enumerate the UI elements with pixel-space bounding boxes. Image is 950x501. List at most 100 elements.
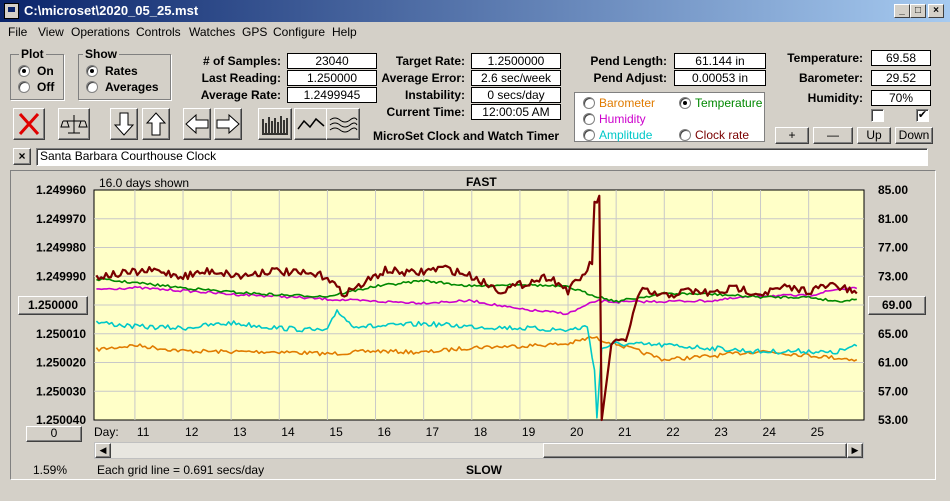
channel-amplitude-radio[interactable]: [583, 129, 595, 141]
menu-configure[interactable]: Configure: [273, 25, 326, 39]
balance-scale-icon: [60, 115, 88, 134]
time-scrollbar[interactable]: ◀ ▶: [94, 442, 864, 459]
x-tick-label: 20: [570, 425, 584, 439]
last-reading-value: 1.250000: [287, 70, 377, 86]
average-rate-label: Average Rate:: [200, 88, 281, 102]
y-left-tick-label: 1.250030: [36, 384, 86, 398]
right-axis-button[interactable]: 69.00: [868, 296, 926, 315]
instability-value: 0 secs/day: [471, 87, 561, 103]
barometer-label: Barometer:: [798, 71, 863, 85]
instability-label: Instability:: [404, 88, 465, 102]
left-axis-button[interactable]: 1.250000: [18, 296, 88, 315]
menu-gps[interactable]: GPS: [242, 25, 268, 39]
humidity-label: Humidity:: [807, 91, 863, 105]
right-arrow-button[interactable]: [214, 108, 242, 140]
x-tick-label: 11: [137, 425, 150, 439]
x-tick-label: 13: [233, 425, 247, 439]
channel-clock-rate-label: Clock rate: [695, 128, 750, 142]
y-right-tick-label: 57.00: [878, 384, 908, 398]
menu-file[interactable]: File: [8, 25, 28, 39]
scale-minus-button[interactable]: —: [813, 127, 853, 144]
current-time-label: Current Time:: [386, 105, 465, 119]
grid-note: Each grid line = 0.691 secs/day: [97, 463, 265, 477]
y-right-tick-label: 81.00: [878, 212, 908, 226]
show-rates-radio[interactable]: [86, 65, 98, 77]
sensor-checkbox-1[interactable]: [871, 109, 884, 122]
channel-humidity-radio[interactable]: [583, 113, 595, 125]
bottom-axis-button[interactable]: 0: [26, 426, 82, 442]
y-left-tick-label: 1.250020: [36, 356, 86, 370]
menu-view[interactable]: View: [38, 25, 64, 39]
arrow-up-icon: [145, 112, 167, 136]
plot-group-title: Plot: [19, 47, 46, 61]
stop-x-icon: [18, 112, 40, 136]
y-right-tick-label: 53.00: [878, 413, 908, 427]
x-tick-label: 23: [714, 425, 728, 439]
wave-plot-button[interactable]: [326, 108, 360, 140]
x-tick-label: 24: [763, 425, 777, 439]
average-error-label: Average Error:: [381, 71, 465, 85]
balance-button[interactable]: [58, 108, 90, 140]
pend-length-value[interactable]: 61.144 in: [674, 53, 766, 69]
bar-plot-button[interactable]: [258, 108, 292, 140]
channel-clock-rate-radio[interactable]: [679, 129, 691, 141]
target-rate-value[interactable]: 1.2500000: [471, 53, 561, 69]
channel-temperature-label: Temperature: [695, 96, 763, 110]
x-tick-label: 19: [522, 425, 536, 439]
left-arrow-button[interactable]: [183, 108, 211, 140]
pend-adjust-value[interactable]: 0.00053 in: [674, 70, 766, 86]
temperature-label: Temperature:: [787, 51, 863, 65]
minimize-button[interactable]: _: [894, 4, 910, 18]
clear-watch-button[interactable]: ×: [13, 148, 31, 165]
channel-temperature-radio[interactable]: [679, 97, 691, 109]
menu-watches[interactable]: Watches: [189, 25, 236, 39]
scroll-down-button[interactable]: Down: [895, 127, 933, 144]
sensor-checkbox-2[interactable]: ✔: [916, 109, 929, 122]
plot-on-radio[interactable]: [18, 65, 30, 77]
watch-name-input[interactable]: Santa Barbara Courthouse Clock: [36, 148, 928, 166]
line-graph-icon: [297, 117, 325, 130]
arrow-left-icon: [185, 113, 209, 135]
menu-bar: File View Operations Controls Watches GP…: [0, 22, 950, 42]
temperature-value: 69.58: [871, 50, 931, 66]
show-group: Show Rates Averages: [78, 47, 171, 100]
y-left-tick-label: 1.250010: [36, 327, 86, 341]
x-tick-label: 17: [426, 425, 440, 439]
plot-off-radio[interactable]: [18, 81, 30, 93]
app-icon: [4, 3, 19, 19]
arrow-right-icon: [216, 113, 240, 135]
scroll-left-icon[interactable]: ◀: [95, 443, 111, 458]
plot-off-label: Off: [37, 80, 55, 94]
channel-barometer-radio[interactable]: [583, 97, 595, 109]
close-button[interactable]: ×: [928, 4, 944, 18]
scrollbar-thumb[interactable]: [543, 443, 847, 458]
y-left-tick-label: 1.249990: [36, 269, 86, 283]
samples-label: # of Samples:: [202, 54, 281, 68]
title-bar: C:\microset\2020_05_25.mst _ □ ×: [0, 0, 950, 22]
menu-controls[interactable]: Controls: [136, 25, 181, 39]
series-line-humidity: [96, 285, 858, 316]
humidity-value: 70%: [871, 90, 931, 106]
stop-button[interactable]: [13, 108, 45, 140]
scroll-up-button[interactable]: Up: [857, 127, 891, 144]
show-rates-label: Rates: [105, 64, 138, 78]
scroll-right-icon[interactable]: ▶: [847, 443, 863, 458]
up-arrow-button[interactable]: [142, 108, 170, 140]
series-line-clock-rate: [95, 194, 858, 422]
line-plot-button[interactable]: [294, 108, 328, 140]
days-shown-label: 16.0 days shown: [99, 176, 190, 190]
day-axis-label: Day:: [94, 425, 119, 439]
scale-plus-button[interactable]: +: [775, 127, 809, 144]
maximize-button[interactable]: □: [910, 4, 926, 18]
show-averages-label: Averages: [105, 80, 159, 94]
y-right-tick-label: 77.00: [878, 241, 908, 255]
chart-bottom-label: SLOW: [466, 463, 502, 477]
down-arrow-button[interactable]: [110, 108, 138, 140]
x-tick-label: 21: [618, 425, 632, 439]
menu-help[interactable]: Help: [332, 25, 357, 39]
menu-operations[interactable]: Operations: [71, 25, 130, 39]
show-averages-radio[interactable]: [86, 81, 98, 93]
channel-humidity-label: Humidity: [599, 112, 646, 126]
y-left-tick-label: 1.249960: [36, 183, 86, 197]
arrow-down-icon: [113, 112, 135, 136]
